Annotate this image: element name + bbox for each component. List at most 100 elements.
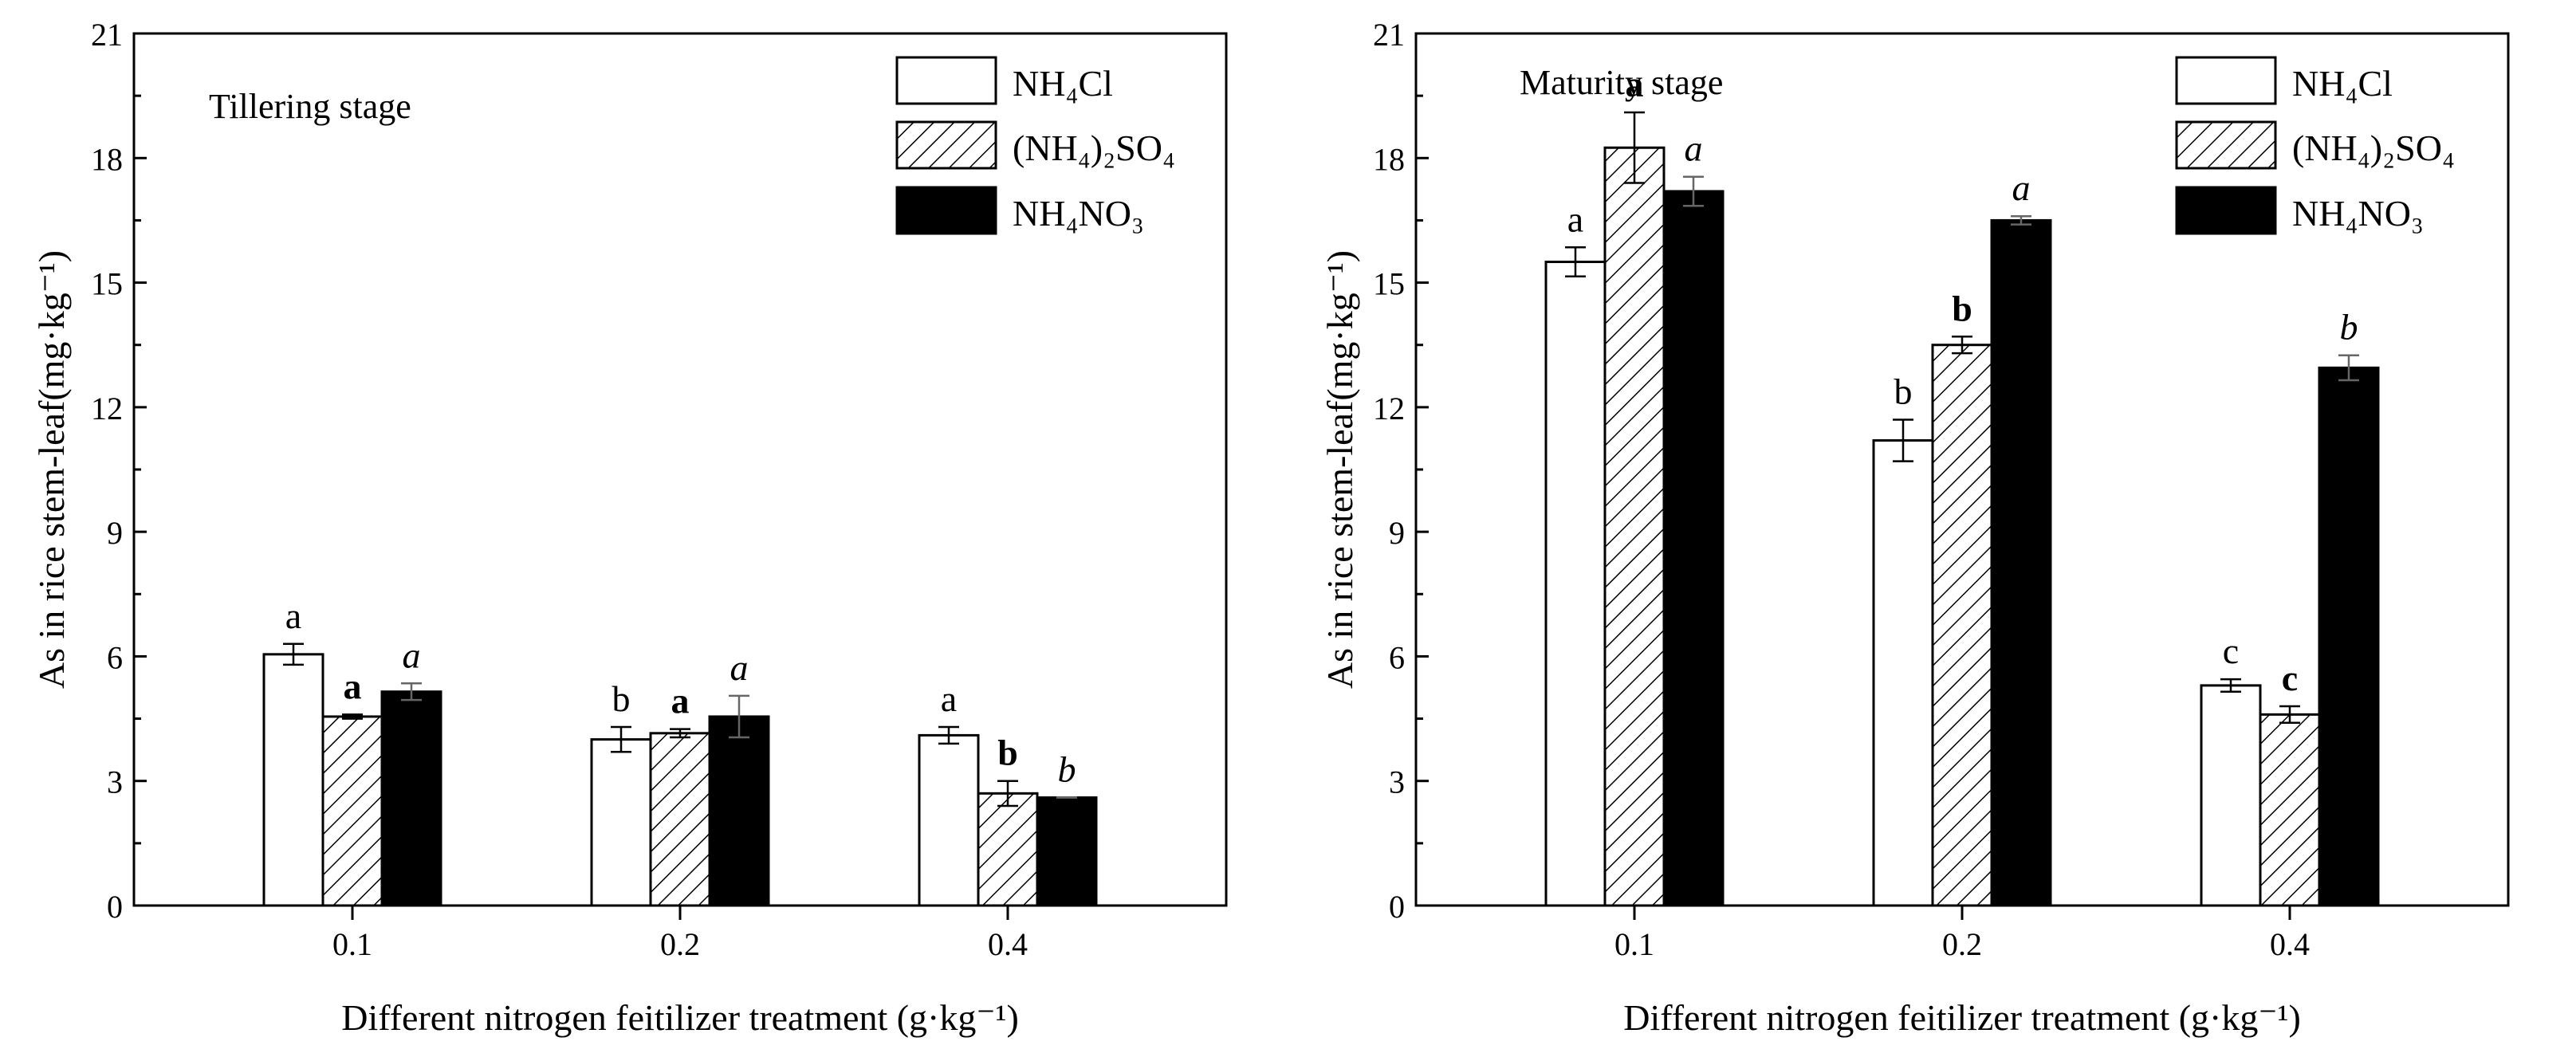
x-tick-label: 0.4 (2270, 926, 2310, 962)
y-tick-label: 0 (107, 889, 123, 925)
error-bar (2338, 354, 2359, 382)
error-bar (1624, 111, 1645, 184)
significance-label: b (1058, 749, 1076, 790)
y-axis: 0 3 6 9 12 15 18 21 (1373, 17, 1429, 925)
y-tick-label: 3 (1389, 764, 1405, 800)
significance-label: a (2012, 167, 2031, 208)
x-axis: 0.1 0.2 0.4 (332, 906, 1028, 962)
y-tick-label: 9 (1389, 515, 1405, 551)
x-tick-label: 0.1 (1614, 926, 1654, 962)
x-tick-label: 0.2 (1942, 926, 1982, 962)
legend-item-nh4cl: NH₄Cl (895, 56, 1113, 105)
y-tick-label: 12 (91, 391, 123, 426)
legend-label: (NH₄)₂SO₄ (2292, 128, 2455, 168)
bar (708, 715, 770, 907)
x-tick-label: 0.1 (332, 926, 372, 962)
error-bar (2220, 678, 2241, 693)
bar (1662, 190, 1725, 907)
x-axis: 0.1 0.2 0.4 (1614, 906, 2310, 962)
legend-swatch-open (895, 56, 997, 105)
bar (918, 733, 980, 907)
legend-label: NH₄NO₃ (1013, 193, 1144, 234)
panel-maturity: 0 3 6 9 12 15 18 21 0.1 0.2 0.4 a b c a b c a a b Maturit… (1319, 17, 2510, 1038)
y-tick-label: 6 (1389, 639, 1405, 675)
significance-label: b (997, 733, 1018, 773)
chart-title: Tillering stage (209, 87, 411, 126)
bar (2318, 366, 2380, 907)
significance-label: a (403, 635, 421, 675)
y-tick-label: 3 (107, 764, 123, 800)
error-bar (401, 682, 422, 701)
significance-label: b (2340, 307, 2358, 348)
y-tick-label: 21 (1373, 17, 1405, 53)
bar (1544, 261, 1607, 907)
legend-label: NH₄NO₃ (2292, 193, 2424, 234)
bar (2259, 713, 2321, 907)
significance-label: a (1685, 128, 1703, 169)
legend-swatch-solid (895, 186, 997, 235)
significance-label: a (285, 595, 301, 636)
legend-item-nh4cl: NH₄Cl (2175, 56, 2393, 105)
y-axis-label: As in rice stem-leaf(mg·kg⁻¹) (31, 250, 72, 689)
bar (1931, 344, 1993, 907)
error-bar (1893, 418, 1913, 462)
legend-swatch-hatched (895, 120, 997, 170)
legend-swatch-solid (2175, 186, 2277, 235)
bar (1990, 218, 2052, 907)
error-bar (342, 713, 363, 720)
bar (1872, 439, 1934, 907)
y-axis: 0 3 6 9 12 15 18 21 (91, 17, 147, 925)
x-tick-label: 0.4 (988, 926, 1028, 962)
significance-label: a (941, 678, 957, 719)
bar (977, 792, 1039, 907)
x-tick-label: 0.2 (660, 926, 700, 962)
error-bar (997, 780, 1018, 807)
legend-label: NH₄Cl (2292, 63, 2393, 104)
legend: NH₄Cl (NH₄)₂SO₄ NH₄NO₃ (895, 56, 1175, 235)
error-bar (1683, 175, 1704, 207)
error-bar (1565, 246, 1586, 278)
error-bar (611, 725, 631, 753)
y-axis-label: As in rice stem-leaf(mg·kg⁻¹) (1319, 250, 1360, 689)
chart-title: Maturity stage (1520, 63, 1723, 102)
legend-item-nh4-2so4: (NH₄)₂SO₄ (895, 120, 1175, 170)
significance-label: b (612, 678, 631, 719)
y-tick-label: 6 (107, 639, 123, 675)
legend-swatch-open (2175, 56, 2277, 105)
significance-label: a (1626, 64, 1644, 104)
bars: a b c a b c a a b (1544, 64, 2380, 907)
error-bar (2011, 214, 2031, 226)
error-bar (283, 642, 304, 666)
error-bar (1952, 336, 1972, 355)
significance-label: a (671, 681, 690, 721)
significance-label: b (1952, 288, 1972, 328)
y-tick-label: 15 (1373, 266, 1405, 302)
significance-label: b (1894, 371, 1913, 411)
y-tick-label: 15 (91, 266, 123, 302)
x-axis-label: Different nitrogen feitilizer treatment … (1623, 997, 2301, 1038)
error-bar (670, 728, 690, 739)
error-bar (2279, 705, 2300, 725)
bar (321, 715, 383, 907)
bar (649, 732, 711, 907)
bar (1036, 796, 1098, 907)
legend-item-nh4no3: NH₄NO₃ (895, 186, 1144, 235)
legend-item-nh4no3: NH₄NO₃ (2175, 186, 2424, 235)
legend: NH₄Cl (NH₄)₂SO₄ NH₄NO₃ (2175, 56, 2455, 235)
bars: ab aa aba ab (262, 595, 1098, 907)
y-tick-label: 0 (1389, 889, 1405, 925)
error-bar (938, 725, 959, 745)
significance-label: a (1567, 198, 1583, 239)
y-tick-label: 18 (1373, 141, 1405, 177)
bar (590, 738, 652, 907)
significance-label: a (344, 666, 362, 706)
legend-label: NH₄Cl (1013, 63, 1113, 104)
significance-label: a (730, 647, 749, 688)
bar (2200, 684, 2262, 907)
legend-swatch-hatched (2175, 120, 2277, 170)
bar (1603, 146, 1666, 907)
y-tick-label: 18 (91, 141, 123, 177)
y-tick-label: 12 (1373, 391, 1405, 426)
error-bar (729, 694, 749, 739)
